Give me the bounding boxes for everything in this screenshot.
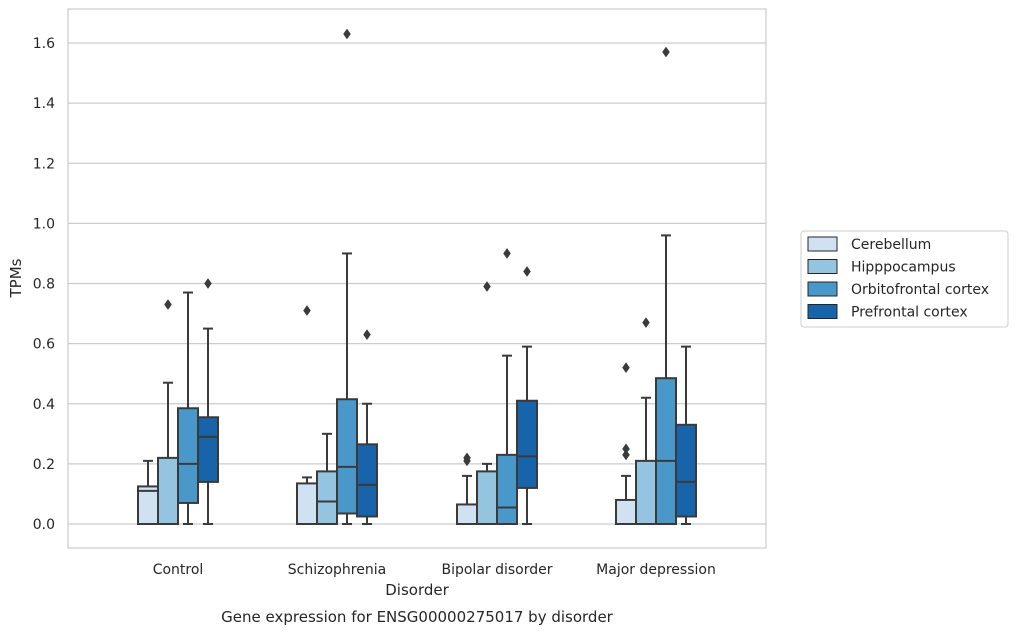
- box: [316, 470, 338, 525]
- box-group: [177, 291, 199, 525]
- box-group: [456, 452, 478, 526]
- box: [675, 423, 697, 518]
- box: [655, 377, 677, 525]
- legend-swatch: [807, 304, 838, 319]
- outlier-point: [662, 46, 670, 58]
- outlier-point: [164, 299, 172, 310]
- outlier-point: [343, 28, 351, 40]
- legend-entries: Cerebellum Hipppocampus Orbitofrontal cort…: [807, 236, 989, 321]
- x-tick-label: Control: [153, 562, 204, 578]
- y-tick-label: 0.6: [33, 337, 55, 353]
- box: [496, 453, 518, 526]
- box: [336, 398, 358, 515]
- legend-label: Orbitofrontal cortex: [851, 282, 989, 298]
- outlier-point: [363, 329, 371, 341]
- legend-swatch: [807, 281, 838, 297]
- y-tick-label: 1.0: [33, 216, 55, 232]
- legend-label: Cerebellum: [851, 237, 931, 253]
- y-tick-label: 0.4: [33, 397, 55, 413]
- x-tick-label: Major depression: [596, 562, 716, 578]
- legend-swatch: [807, 259, 838, 274]
- outlier-point: [483, 281, 491, 292]
- chart-caption: Gene expression for ENSG00000275017 by d…: [221, 608, 614, 626]
- boxes: [137, 28, 697, 526]
- box: [456, 503, 478, 526]
- box: [476, 470, 498, 525]
- outlier-point: [622, 362, 630, 374]
- box: [356, 443, 378, 518]
- outlier-point: [303, 305, 311, 316]
- box-group: [296, 305, 318, 525]
- box-group: [496, 248, 518, 526]
- y-tick-label: 0.0: [33, 517, 55, 533]
- box-group: [675, 345, 697, 525]
- box: [296, 482, 318, 525]
- outlier-point: [642, 317, 650, 329]
- box: [635, 459, 657, 525]
- y-tick-labels: 0.0 0.2 0.4 0.6 0.8 1.0 1.2 1.4 1.6: [33, 36, 55, 533]
- legend: Cerebellum Hipppocampus Orbitofrontal cort…: [800, 230, 1009, 328]
- box: [137, 485, 159, 525]
- box: [615, 498, 637, 526]
- outlier-point: [503, 248, 511, 259]
- box-group: [476, 281, 498, 525]
- box: [516, 399, 538, 489]
- x-tick-label: Bipolar disorder: [441, 562, 552, 578]
- y-axis-title: TPMs: [7, 258, 25, 298]
- legend-label: Hipppocampus: [851, 260, 956, 276]
- x-axis-title: Disorder: [385, 581, 449, 599]
- box-group: [197, 278, 219, 525]
- box-group: [655, 46, 677, 525]
- box: [157, 456, 179, 525]
- y-tick-label: 1.6: [33, 36, 55, 52]
- outlier-point: [204, 278, 212, 289]
- box: [197, 416, 219, 483]
- plot-frame: [67, 8, 767, 549]
- x-tick-label: Schizophrenia: [288, 562, 386, 578]
- outlier-point: [622, 443, 630, 455]
- legend-swatch: [807, 236, 838, 252]
- outlier-point: [622, 449, 630, 461]
- outlier-point: [463, 452, 471, 464]
- y-tick-label: 1.4: [33, 96, 55, 112]
- legend-label: Prefrontal cortex: [851, 305, 968, 321]
- box-group: [137, 459, 159, 525]
- box-group: [615, 362, 637, 526]
- outlier-point: [523, 266, 531, 277]
- y-tick-label: 0.2: [33, 457, 55, 473]
- box-group: [316, 432, 338, 525]
- box-group: [157, 299, 179, 525]
- x-tick-labels: Control Schizophrenia Bipolar disorder Majo…: [153, 562, 716, 578]
- y-tick-label: 1.2: [33, 156, 55, 172]
- box: [177, 407, 199, 504]
- box-group: [516, 266, 538, 525]
- y-tick-label: 0.8: [33, 277, 55, 293]
- box-group: [356, 329, 378, 525]
- legend-frame: [800, 230, 1009, 328]
- box-group: [635, 317, 657, 525]
